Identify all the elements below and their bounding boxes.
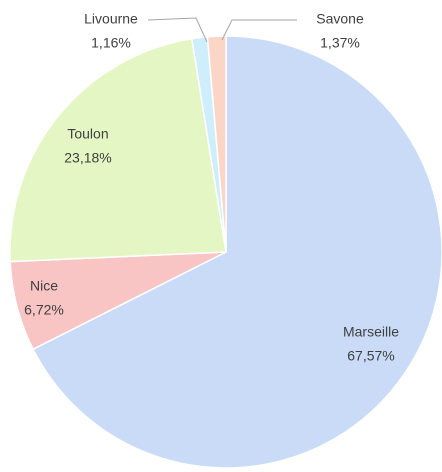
slice-value: 67,57% [347,348,394,364]
slice-label: Nice [30,278,58,294]
pie-slice [32,35,442,469]
leader-line [147,17,208,43]
slice-value: 1,37% [320,35,360,51]
slice-label: Marseille [343,324,399,340]
slice-label: Livourne [84,11,138,27]
leader-line [221,19,297,41]
slice-label: Toulon [67,126,108,142]
slice-value: 6,72% [24,302,64,318]
slice-value: 23,18% [64,150,111,166]
pie-slice [206,35,227,253]
pie-slice [9,37,227,263]
slice-value: 1,16% [91,35,131,51]
slice-label: Savone [316,11,364,27]
